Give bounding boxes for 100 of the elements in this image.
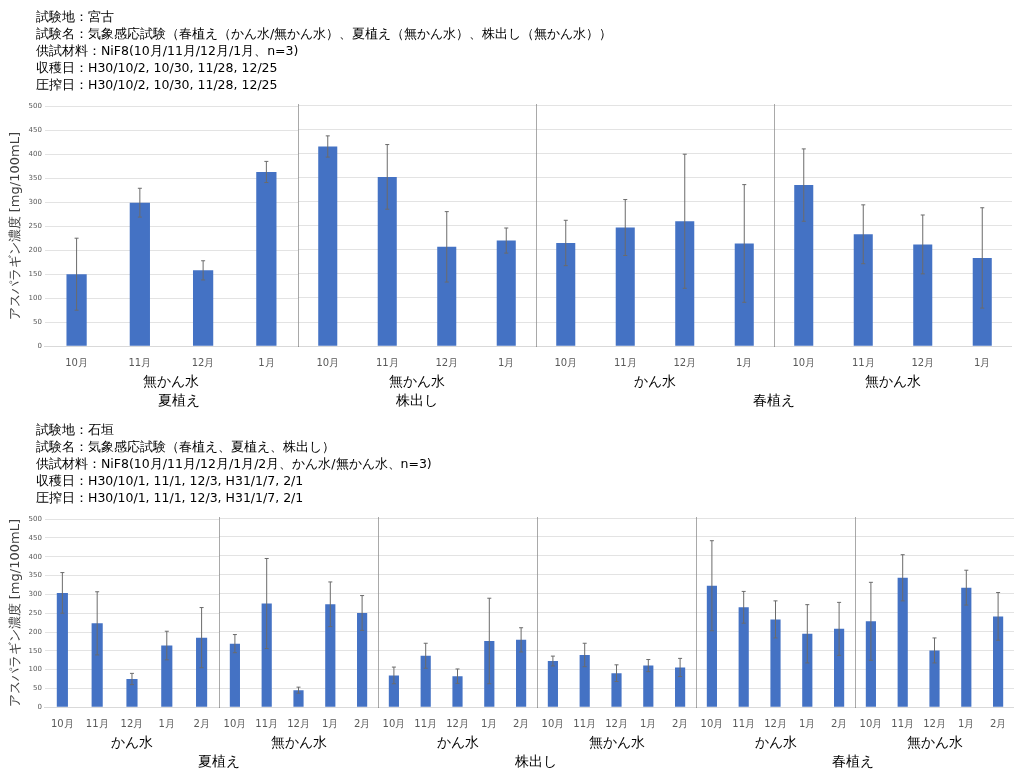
x-tick-label: 12月 — [191, 356, 215, 368]
x-axis-title: 無かん水 — [389, 373, 445, 390]
y-axis-title: アスパラギン濃度 [mg/100mL] — [7, 519, 23, 708]
x-tick-label: 10月 — [554, 356, 578, 368]
bar — [192, 270, 214, 346]
bar — [794, 185, 814, 346]
bar — [129, 202, 150, 346]
bar — [853, 234, 873, 346]
x-tick-label: 10月 — [382, 717, 406, 729]
bar — [516, 639, 527, 707]
x-tick-label: 11月 — [375, 356, 399, 368]
y-axis-title: アスパラギン濃度 [mg/100mL] — [7, 132, 23, 321]
bar — [972, 257, 992, 346]
bar — [325, 604, 336, 707]
text: 春植え — [752, 391, 796, 409]
x-tick-label: 11月 — [732, 717, 756, 729]
bar — [611, 673, 622, 707]
bar — [993, 616, 1004, 707]
x-tick-label: 2月 — [512, 717, 530, 729]
x-axis-title: 無かん水 — [270, 734, 327, 751]
text: 供試材料：NiF8(10月/11月/12月/1月、n=3) — [36, 43, 299, 58]
x-tick-label: 11月 — [255, 717, 279, 729]
bar — [388, 675, 399, 707]
x-axis-title: かん水 — [110, 734, 153, 751]
bar — [579, 654, 590, 707]
x-tick-label: 10月 — [859, 717, 883, 729]
x-tick-label: 1月 — [158, 717, 175, 729]
bar — [420, 655, 431, 707]
x-tick-label: 12月 — [923, 717, 946, 729]
x-axis-title: かん水 — [634, 373, 676, 390]
bar — [452, 676, 463, 707]
x-axis-title: かん水 — [754, 734, 797, 751]
bar — [126, 679, 138, 707]
x-tick-label: 1月 — [258, 356, 275, 368]
bar — [318, 146, 338, 346]
x-tick-label: 1月 — [481, 717, 498, 729]
bar — [738, 607, 749, 707]
x-axis-title: かん水 — [436, 734, 479, 751]
bar — [770, 619, 781, 707]
x-tick-label: 12月 — [287, 717, 310, 729]
text: 夏植え — [196, 752, 241, 770]
bar — [929, 650, 940, 707]
x-tick-label: 1月 — [736, 356, 753, 368]
text: 株出し — [514, 752, 558, 770]
x-tick-label: 1月 — [640, 717, 657, 729]
bar — [56, 592, 68, 707]
bar — [229, 643, 240, 707]
x-axis-title: 無かん水 — [865, 373, 921, 390]
bar — [897, 577, 908, 707]
bar — [91, 623, 103, 707]
x-tick-label: 2月 — [989, 717, 1007, 729]
bar — [706, 585, 717, 707]
x-tick-label: 11月 — [85, 717, 109, 729]
bar — [734, 243, 754, 346]
bar — [615, 227, 635, 346]
x-tick-label: 10月 — [65, 356, 88, 368]
bar — [161, 645, 173, 707]
text: 夏植え — [157, 391, 201, 409]
bar — [802, 633, 813, 707]
text: 春植え — [831, 752, 876, 770]
x-tick-label: 12月 — [435, 356, 459, 368]
x-tick-label: 12月 — [764, 717, 787, 729]
x-tick-label: 1月 — [322, 717, 339, 729]
text: 試験名：気象感応試験（春植え（かん水/無かん水）、夏植え（無かん水）、株出し（無かん水）） — [36, 26, 613, 41]
bar — [256, 171, 277, 346]
bar — [377, 176, 397, 346]
bar — [66, 274, 87, 346]
chart-title: 試験地：石垣 — [36, 421, 115, 438]
x-tick-label: 12月 — [605, 717, 628, 729]
x-tick-label: 10月 — [541, 717, 565, 729]
text: 供試材料：NiF8(10月/11月/12月/1月/2月、かん水/無かん水、n=3) — [36, 456, 432, 471]
x-tick-label: 11月 — [414, 717, 438, 729]
x-tick-label: 2月 — [353, 717, 371, 729]
x-tick-label: 10月 — [316, 356, 340, 368]
x-tick-label: 11月 — [891, 717, 915, 729]
bar — [913, 244, 933, 346]
x-axis-title: 無かん水 — [143, 373, 200, 390]
bar — [261, 603, 272, 707]
bar — [834, 628, 845, 707]
x-tick-label: 12月 — [446, 717, 469, 729]
bar — [437, 246, 457, 346]
bar — [496, 240, 516, 346]
text: 収穫日：H30/10/1, 11/1, 12/3, H31/1/7, 2/1 — [36, 473, 304, 488]
x-tick-label: 10月 — [51, 717, 74, 729]
text: 収穫日：H30/10/2, 10/30, 11/28, 12/25 — [36, 60, 278, 75]
bar — [293, 690, 304, 707]
bar — [357, 612, 368, 707]
x-tick-label: 2月 — [830, 717, 848, 729]
x-axis-title: 無かん水 — [906, 734, 963, 751]
bar — [547, 661, 558, 707]
text: 株出し — [395, 391, 439, 409]
text: 圧搾日：H30/10/2, 10/30, 11/28, 12/25 — [36, 77, 278, 92]
x-tick-label: 11月 — [573, 717, 597, 729]
bar — [675, 667, 686, 707]
x-tick-label: 1月 — [958, 717, 975, 729]
chart-title: 試験地：宮古 — [36, 8, 115, 25]
x-tick-label: 12月 — [911, 356, 935, 368]
x-tick-label: 1月 — [974, 356, 991, 368]
x-tick-label: 11月 — [851, 356, 875, 368]
x-tick-label: 10月 — [223, 717, 247, 729]
